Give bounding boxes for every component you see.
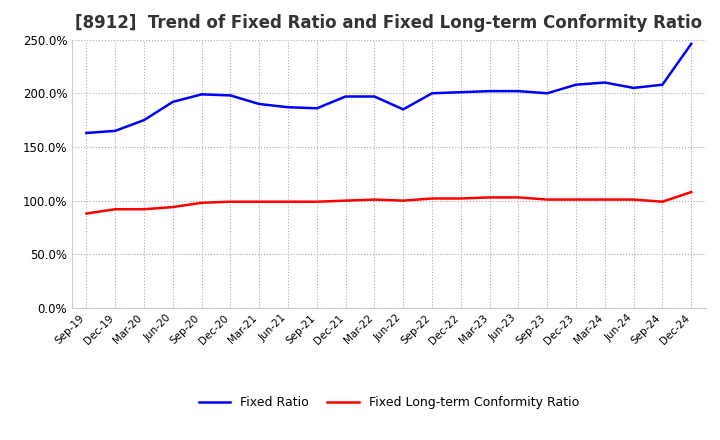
Fixed Ratio [629,85,638,91]
Fixed Long-term Conformity Ratio [658,199,667,204]
Fixed Ratio [428,91,436,96]
Fixed Long-term Conformity Ratio [312,199,321,204]
Fixed Long-term Conformity Ratio [284,199,292,204]
Fixed Ratio [370,94,379,99]
Fixed Long-term Conformity Ratio [572,197,580,202]
Fixed Ratio [197,92,206,97]
Fixed Ratio [226,93,235,98]
Fixed Ratio [255,101,264,106]
Fixed Long-term Conformity Ratio [140,207,148,212]
Fixed Long-term Conformity Ratio [399,198,408,203]
Fixed Ratio [140,117,148,123]
Fixed Long-term Conformity Ratio [82,211,91,216]
Fixed Long-term Conformity Ratio [370,197,379,202]
Fixed Ratio [456,90,465,95]
Fixed Long-term Conformity Ratio [456,196,465,201]
Fixed Ratio [658,82,667,87]
Fixed Ratio [284,105,292,110]
Fixed Ratio [485,88,494,94]
Fixed Ratio [514,88,523,94]
Fixed Ratio [543,91,552,96]
Fixed Ratio [168,99,177,105]
Fixed Ratio [399,107,408,112]
Fixed Long-term Conformity Ratio [600,197,609,202]
Fixed Long-term Conformity Ratio [226,199,235,204]
Fixed Ratio [82,130,91,136]
Line: Fixed Long-term Conformity Ratio: Fixed Long-term Conformity Ratio [86,192,691,213]
Fixed Ratio [312,106,321,111]
Fixed Long-term Conformity Ratio [428,196,436,201]
Fixed Long-term Conformity Ratio [168,205,177,210]
Fixed Long-term Conformity Ratio [111,207,120,212]
Title: [8912]  Trend of Fixed Ratio and Fixed Long-term Conformity Ratio: [8912] Trend of Fixed Ratio and Fixed Lo… [75,15,703,33]
Line: Fixed Ratio: Fixed Ratio [86,44,691,133]
Fixed Ratio [572,82,580,87]
Fixed Ratio [687,41,696,47]
Fixed Long-term Conformity Ratio [341,198,350,203]
Fixed Long-term Conformity Ratio [485,195,494,200]
Fixed Ratio [341,94,350,99]
Fixed Ratio [600,80,609,85]
Fixed Long-term Conformity Ratio [197,200,206,205]
Fixed Long-term Conformity Ratio [629,197,638,202]
Fixed Long-term Conformity Ratio [687,189,696,194]
Fixed Long-term Conformity Ratio [255,199,264,204]
Fixed Long-term Conformity Ratio [514,195,523,200]
Legend: Fixed Ratio, Fixed Long-term Conformity Ratio: Fixed Ratio, Fixed Long-term Conformity … [194,392,584,414]
Fixed Ratio [111,128,120,133]
Fixed Long-term Conformity Ratio [543,197,552,202]
